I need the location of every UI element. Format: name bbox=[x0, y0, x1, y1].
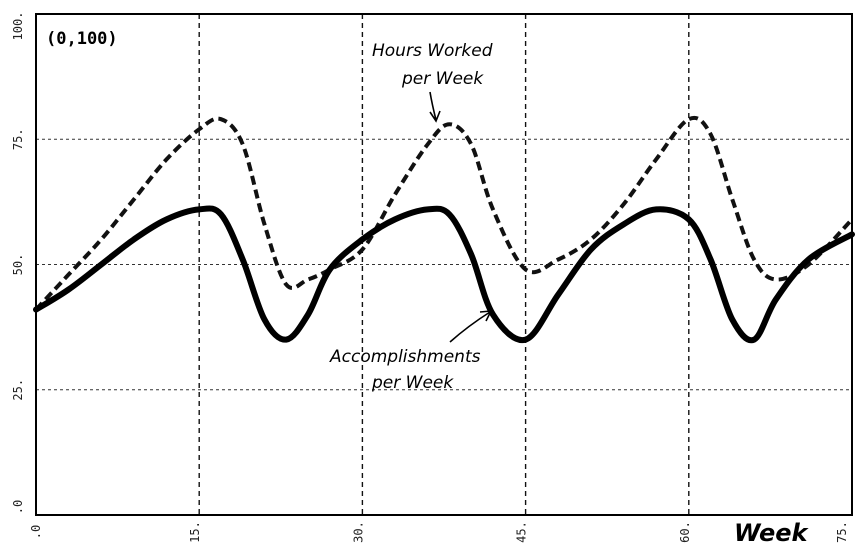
y-tick-label: 100. bbox=[11, 12, 25, 41]
x-tick-label: 15. bbox=[188, 521, 202, 543]
y-tick-label: .0 bbox=[11, 500, 25, 514]
hours-pointer-arrow bbox=[429, 91, 441, 123]
y-tick-label: 25. bbox=[11, 379, 25, 401]
x-tick-label: 75. bbox=[835, 521, 849, 543]
accomplishments-pointer-arrow bbox=[449, 310, 493, 343]
x-tick-label: 60. bbox=[678, 521, 692, 543]
x-axis-label: Week bbox=[734, 519, 809, 547]
y-tick-label: 50. bbox=[11, 254, 25, 276]
series-label-accomplishments-line2: per Week bbox=[371, 373, 454, 393]
x-tick-label: 30. bbox=[351, 521, 365, 543]
plot-frame bbox=[35, 13, 853, 516]
series-label-accomplishments-line1: Accomplishments bbox=[329, 347, 481, 367]
grid bbox=[36, 14, 852, 515]
series-line-accomplishments-per-week bbox=[33, 205, 855, 344]
series-label-hours-line1: Hours Worked bbox=[372, 41, 493, 61]
series-label-hours-line2: per Week bbox=[401, 69, 484, 89]
series-line-hours-worked-per-week bbox=[34, 115, 854, 311]
x-tick-label: .0 bbox=[29, 525, 43, 539]
corner-label: (0,100) bbox=[46, 29, 118, 49]
series-group bbox=[33, 115, 855, 344]
tick-labels: .0 25. 50. 75. 100. .0 15. 30. 45. 60. 75. bbox=[11, 12, 849, 543]
y-tick-label: 75. bbox=[11, 128, 25, 150]
x-tick-label: 45. bbox=[515, 521, 529, 543]
